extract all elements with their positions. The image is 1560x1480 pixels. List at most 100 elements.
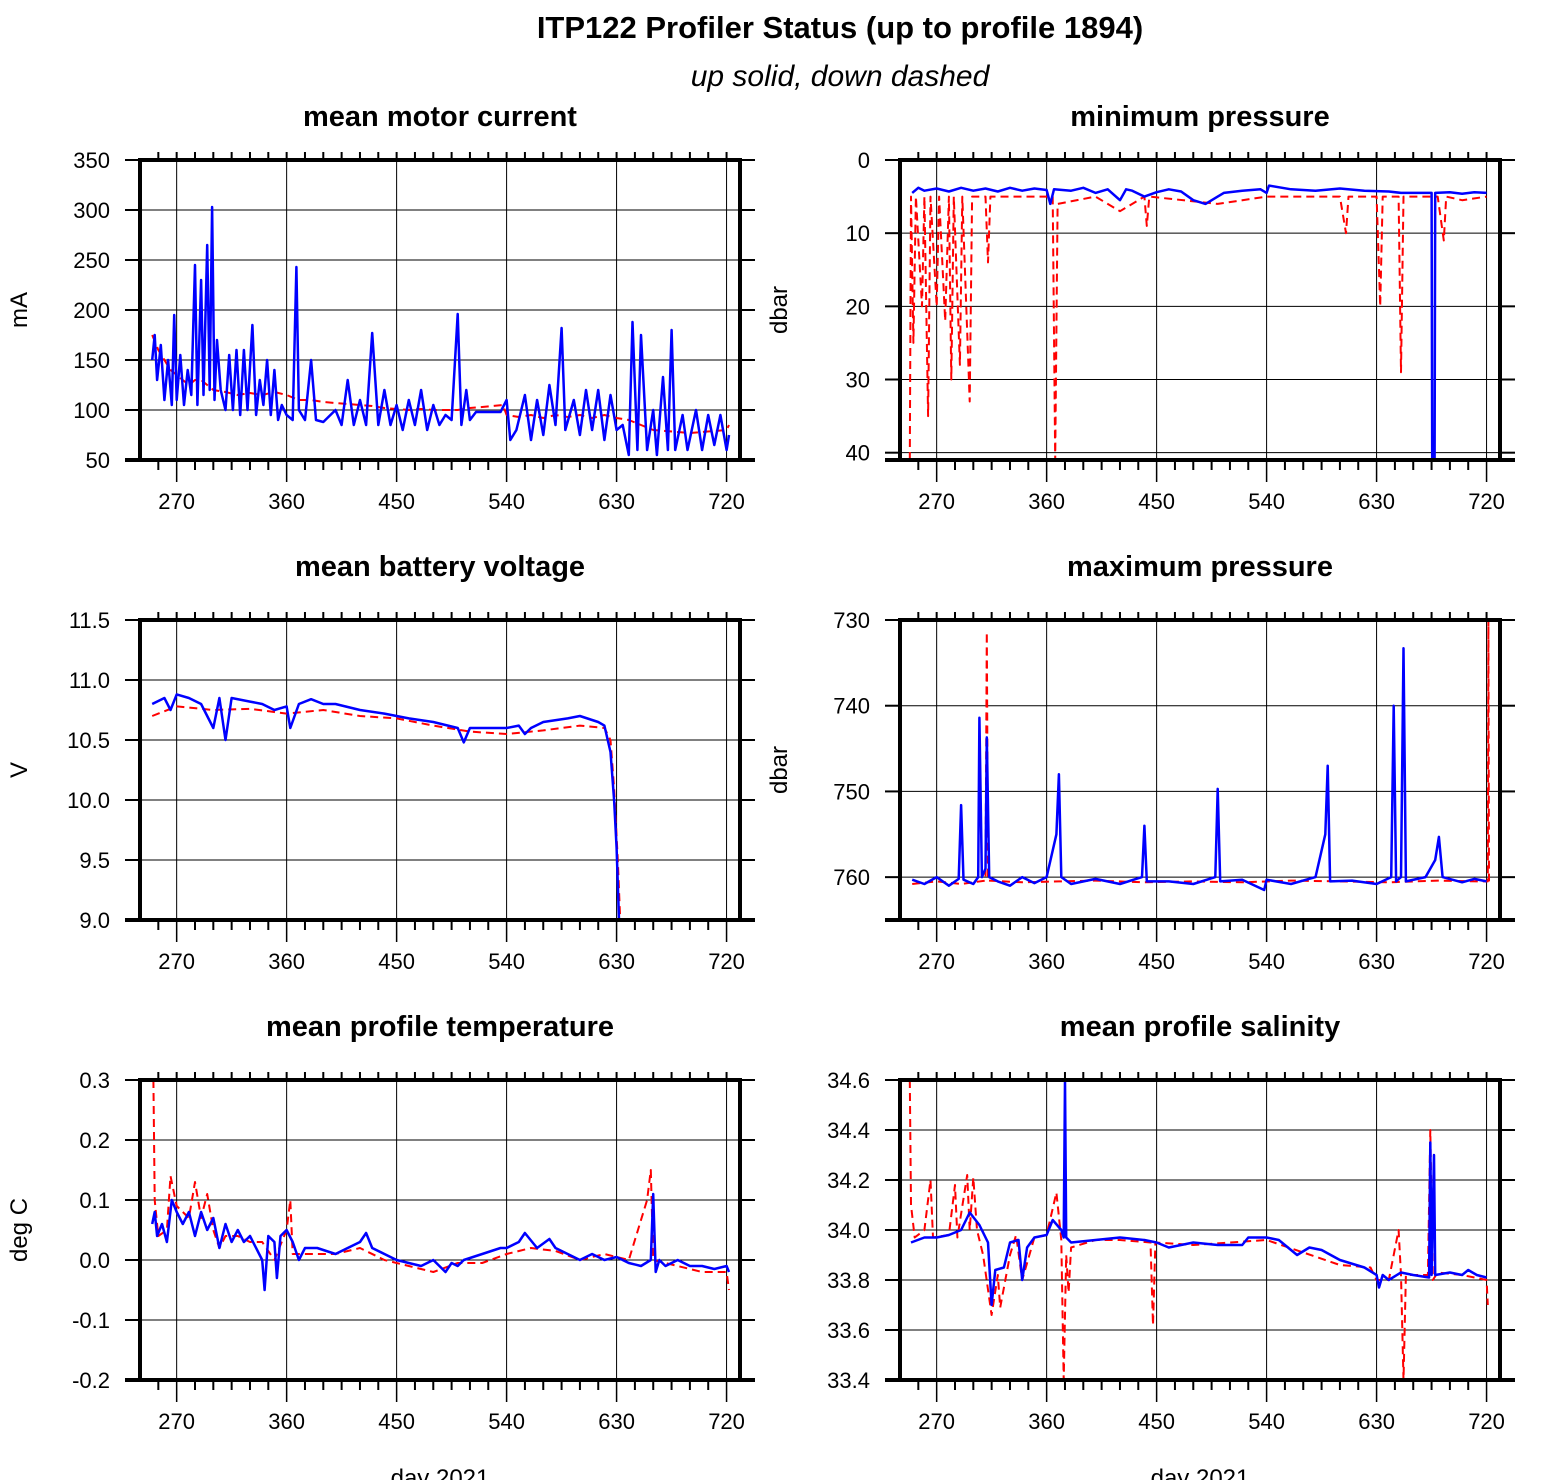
x-tick-label: 270 [158, 1409, 195, 1434]
series-line-down-dashed [908, 1080, 1489, 1380]
series-line-up-solid [911, 647, 1487, 892]
y-tick-label: 150 [73, 348, 110, 373]
x-axis-label: day 2021 [1151, 1465, 1250, 1480]
x-tick-label: 360 [268, 489, 305, 514]
y-tick-label: -0.1 [72, 1308, 110, 1333]
y-tick-label: 9.5 [79, 848, 110, 873]
panel-title-motor-current: mean motor current [303, 101, 577, 133]
y-axis-label: V [6, 762, 33, 778]
y-tick-label: 10.0 [67, 788, 110, 813]
y-tick-label: 20 [846, 294, 870, 319]
panel-title-battery-voltage: mean battery voltage [294, 551, 586, 583]
x-tick-label: 540 [1248, 489, 1285, 514]
y-tick-label: 50 [86, 448, 110, 473]
series-line-up-solid [151, 693, 621, 920]
x-tick-label: 540 [488, 949, 525, 974]
y-tick-label: 250 [73, 248, 110, 273]
x-tick-label: 540 [488, 489, 525, 514]
panel-title-maximum-pressure: maximum pressure [1067, 551, 1333, 583]
series-line-down-dashed [151, 705, 622, 920]
x-tick-label: 720 [708, 1409, 745, 1434]
y-tick-label: 750 [833, 779, 870, 804]
panel-motor-current: 270 360 450 540 630 720 350 300 250 200 150 100 50 mA [6, 148, 755, 514]
y-tick-label: 34.6 [827, 1068, 870, 1093]
y-tick-label: 0.1 [79, 1188, 110, 1213]
x-tick-label: 540 [488, 1409, 525, 1434]
x-tick-label: 630 [1358, 949, 1395, 974]
y-tick-label: 0.0 [79, 1248, 110, 1273]
x-tick-label: 630 [598, 949, 635, 974]
y-tick-label: 33.8 [827, 1268, 870, 1293]
panel-battery-voltage: 270 360 450 540 630 720 11.5 11.0 10.5 10.0 9.5 9.0… [6, 608, 755, 974]
x-tick-label: 720 [708, 949, 745, 974]
y-tick-label: 740 [833, 694, 870, 719]
series-line-down-dashed [908, 195, 1487, 460]
y-tick-label: 10.5 [67, 728, 110, 753]
y-axis-label: dbar [766, 746, 793, 794]
panel-temperature: 270 360 450 540 630 720 0.3 0.2 0.1 0.0 -0.1 -0.2 de… [6, 1068, 755, 1480]
panel-title-minimum-pressure: minimum pressure [1070, 101, 1330, 133]
y-tick-label: 300 [73, 198, 110, 223]
series-line-up-solid [911, 184, 1487, 460]
x-tick-label: 270 [918, 949, 955, 974]
x-tick-label: 270 [158, 489, 195, 514]
x-tick-label: 540 [1248, 949, 1285, 974]
x-tick-label: 270 [918, 489, 955, 514]
y-tick-label: 11.5 [69, 608, 110, 633]
x-tick-label: 720 [1468, 1409, 1505, 1434]
series-line-up-solid [910, 1080, 1487, 1307]
y-tick-label: 0.2 [79, 1128, 110, 1153]
y-axis-label: mA [6, 292, 33, 328]
x-tick-label: 630 [1358, 489, 1395, 514]
x-tick-label: 630 [598, 1409, 635, 1434]
x-tick-label: 270 [158, 949, 195, 974]
panel-minimum-pressure: 270 360 450 540 630 720 0 10 20 30 40 dbar [766, 148, 1515, 514]
y-tick-label: 10 [846, 221, 870, 246]
x-tick-label: 450 [1138, 1409, 1175, 1434]
x-tick-label: 630 [1358, 1409, 1395, 1434]
x-tick-label: 360 [268, 1409, 305, 1434]
y-tick-label: 0 [858, 148, 870, 173]
y-tick-label: 11.0 [69, 668, 110, 693]
y-tick-label: 730 [833, 608, 870, 633]
series-line-up-solid [150, 205, 731, 457]
x-tick-label: 270 [918, 1409, 955, 1434]
x-tick-label: 360 [1028, 1409, 1065, 1434]
x-tick-label: 720 [1468, 489, 1505, 514]
x-tick-label: 720 [1468, 949, 1505, 974]
y-tick-label: 350 [73, 148, 110, 173]
x-tick-label: 450 [378, 1409, 415, 1434]
x-axis-label: day 2021 [391, 1465, 490, 1480]
x-tick-label: 450 [378, 489, 415, 514]
x-tick-label: 360 [1028, 949, 1065, 974]
y-tick-label: 33.4 [827, 1368, 870, 1393]
x-tick-label: 450 [1138, 489, 1175, 514]
panel-title-salinity: mean profile salinity [1059, 1011, 1341, 1043]
y-tick-label: 200 [73, 298, 110, 323]
y-tick-label: 30 [846, 368, 870, 393]
y-tick-label: 34.0 [827, 1218, 870, 1243]
series-line-down-dashed [912, 620, 1490, 885]
y-tick-label: 40 [846, 441, 870, 466]
panel-salinity: 270 360 450 540 630 720 34.6 34.4 34.2 34.0 33.8 33… [827, 1068, 1515, 1480]
figure-subtitle: up solid, down dashed [690, 60, 990, 93]
x-tick-label: 360 [268, 949, 305, 974]
panel-maximum-pressure: 270 360 450 540 630 720 730 740 750 760 dbar [766, 608, 1515, 974]
series-line-up-solid [150, 1192, 731, 1292]
x-tick-label: 360 [1028, 489, 1065, 514]
x-tick-label: 630 [598, 489, 635, 514]
y-tick-label: 100 [73, 398, 110, 423]
y-axis-label: dbar [766, 286, 793, 334]
y-axis-label: deg C [6, 1198, 33, 1262]
x-tick-label: 450 [1138, 949, 1175, 974]
y-tick-label: 33.6 [827, 1318, 870, 1343]
panel-title-temperature: mean profile temperature [265, 1011, 615, 1043]
x-tick-label: 720 [708, 489, 745, 514]
y-tick-label: 760 [833, 865, 870, 890]
y-tick-label: 0.3 [79, 1068, 110, 1093]
y-tick-label: 9.0 [79, 908, 110, 933]
plot-frame [138, 618, 742, 922]
figure-title: ITP122 Profiler Status (up to profile 18… [536, 10, 1144, 45]
x-tick-label: 540 [1248, 1409, 1285, 1434]
